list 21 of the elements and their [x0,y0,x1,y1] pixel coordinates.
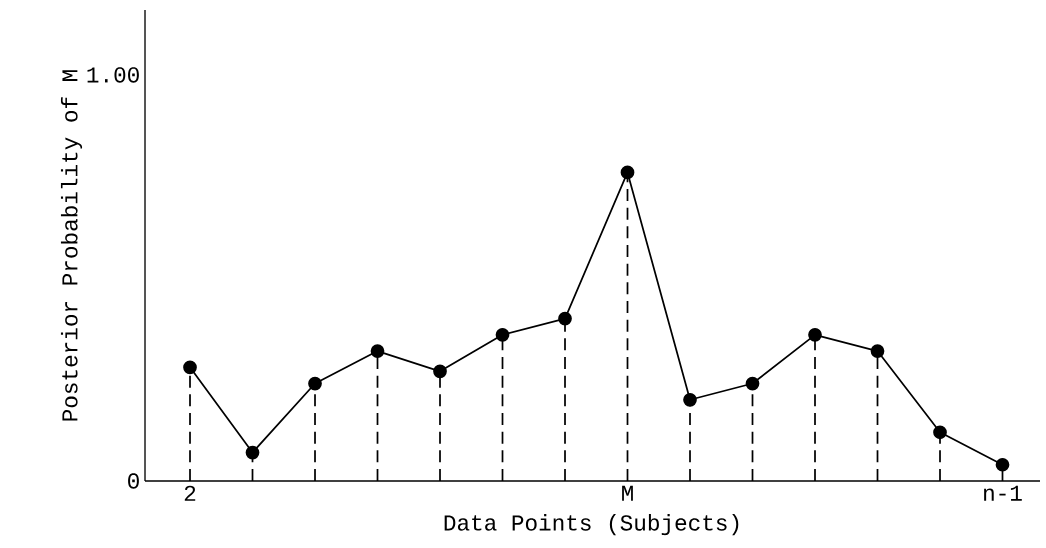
point [995,457,1010,472]
y-tick-label: 1.00 [87,67,139,83]
point [745,376,760,391]
point [495,327,510,342]
y-tick-label: 0 [128,473,139,489]
point [370,344,385,358]
y-axis-title: Posterior Probability of M [60,70,83,421]
point [683,392,697,407]
point [433,364,447,379]
x-tick-label: 2 [184,485,196,501]
point [245,445,260,460]
point [870,344,885,358]
point [558,311,572,326]
x-tick-label: M [622,485,633,501]
point [308,376,322,391]
point [933,425,947,440]
x-axis-title: Data Points (Subjects) [444,514,739,536]
point [183,360,197,375]
point [620,165,635,180]
x-tick-label: n-1 [984,485,1022,501]
point [808,327,822,342]
